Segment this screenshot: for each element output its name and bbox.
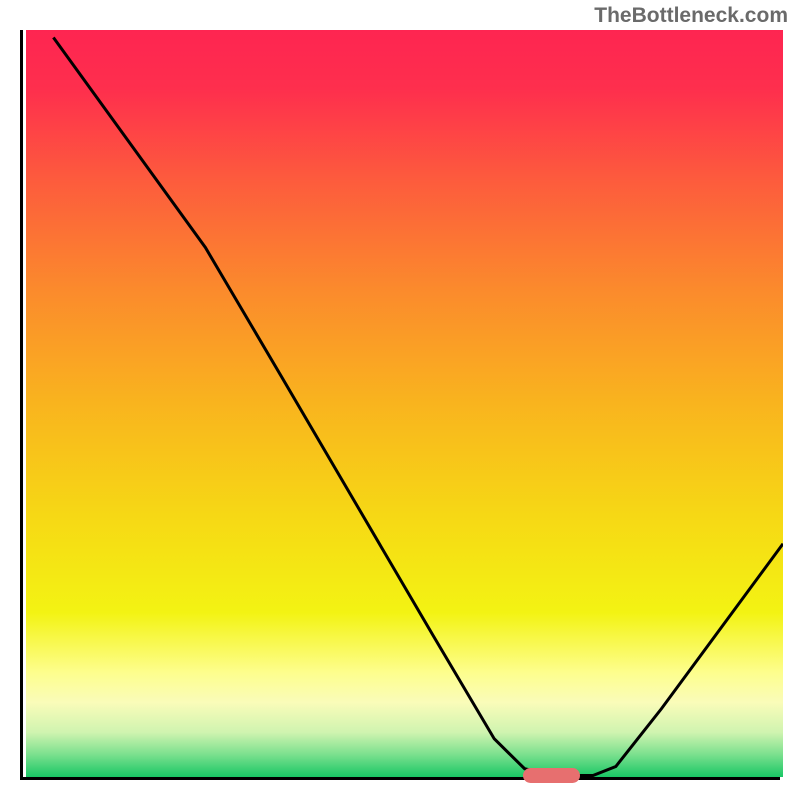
chart-container — [20, 30, 780, 780]
bottleneck-curve — [23, 30, 783, 780]
optimal-marker — [523, 768, 580, 782]
plot-area — [20, 30, 780, 780]
watermark-text: TheBottleneck.com — [594, 4, 788, 28]
